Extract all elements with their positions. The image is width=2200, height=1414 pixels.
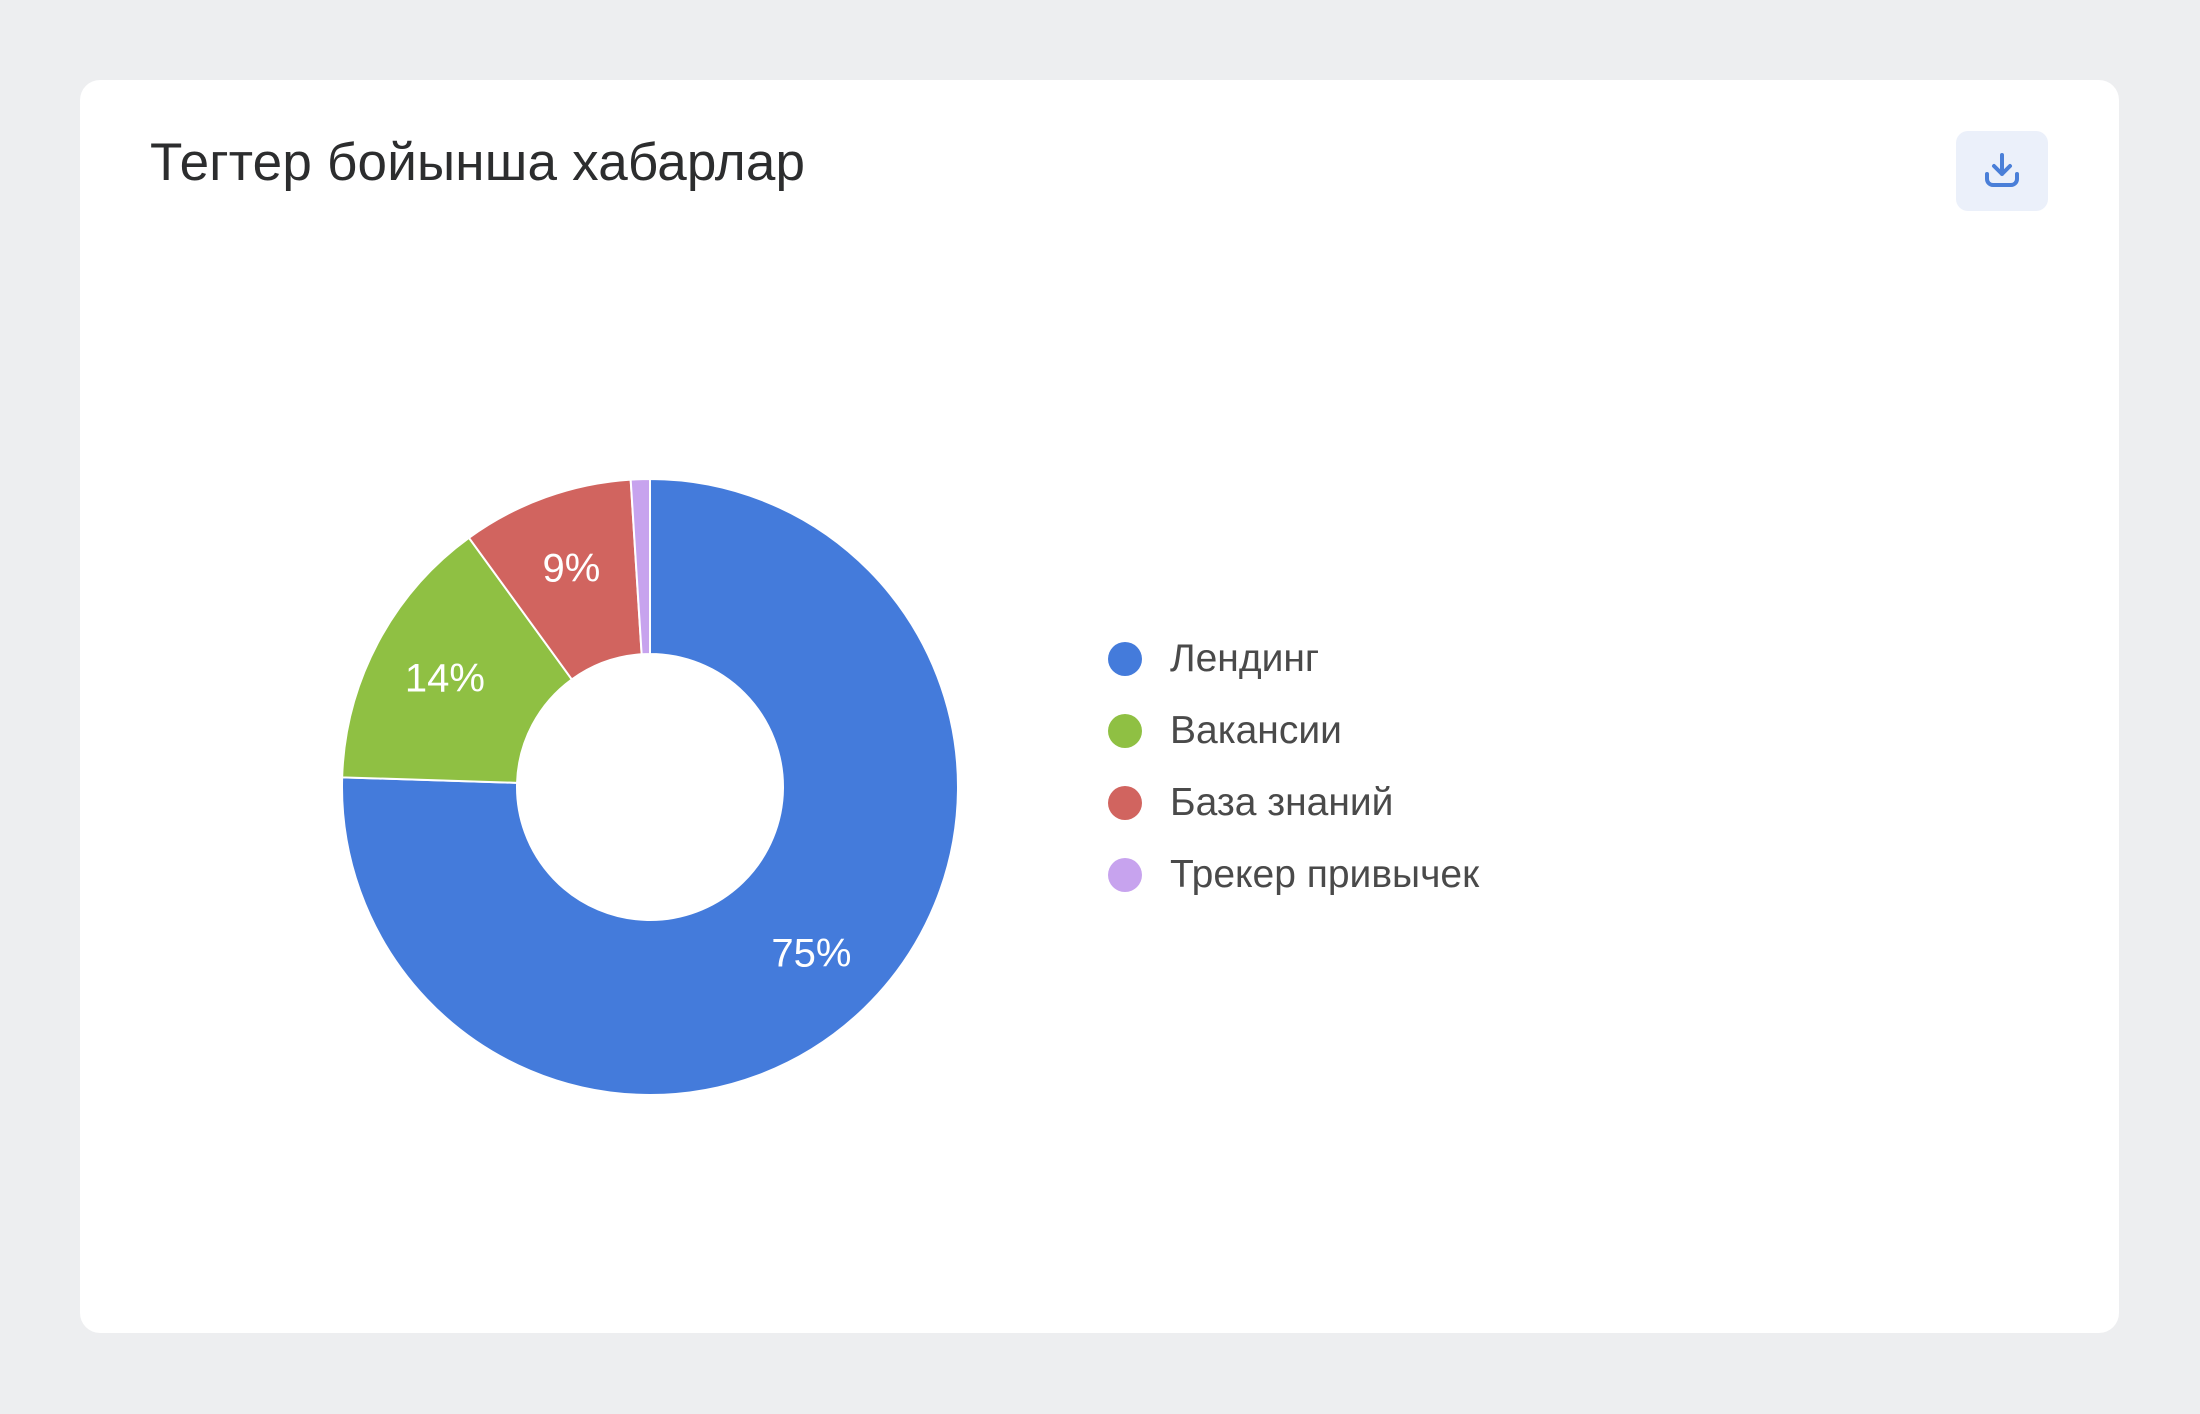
legend-label: Вакансии xyxy=(1170,709,1342,752)
card-title: Тегтер бойынша хабарлар xyxy=(150,133,806,192)
legend-item-3[interactable]: Трекер привычек xyxy=(1108,839,1479,911)
legend-item-0[interactable]: Лендинг xyxy=(1108,623,1479,695)
chart-legend: Лендинг Вакансии База знаний Трекер привыче… xyxy=(1108,623,1479,911)
download-icon xyxy=(1982,151,2022,191)
legend-dot-icon xyxy=(1108,714,1142,748)
legend-item-2[interactable]: База знаний xyxy=(1108,767,1479,839)
download-button[interactable] xyxy=(1956,131,2048,211)
legend-label: Лендинг xyxy=(1170,637,1320,680)
legend-dot-icon xyxy=(1108,858,1142,892)
legend-dot-icon xyxy=(1108,786,1142,820)
chart-card: Тегтер бойынша хабарлар 75% 14% 9% Лендинг… xyxy=(80,80,2119,1333)
legend-dot-icon xyxy=(1108,642,1142,676)
slice-label-1: 14% xyxy=(405,656,485,700)
legend-label: Трекер привычек xyxy=(1170,853,1480,896)
slice-label-0: 75% xyxy=(771,932,851,976)
slice-1[interactable] xyxy=(341,536,574,784)
donut-chart: 75% 14% 9% xyxy=(341,477,959,1096)
legend-item-1[interactable]: Вакансии xyxy=(1108,695,1479,767)
slice-label-2: 9% xyxy=(543,547,601,591)
legend-label: База знаний xyxy=(1170,781,1394,824)
slice-3[interactable] xyxy=(629,477,651,656)
slice-0[interactable] xyxy=(341,477,959,1096)
